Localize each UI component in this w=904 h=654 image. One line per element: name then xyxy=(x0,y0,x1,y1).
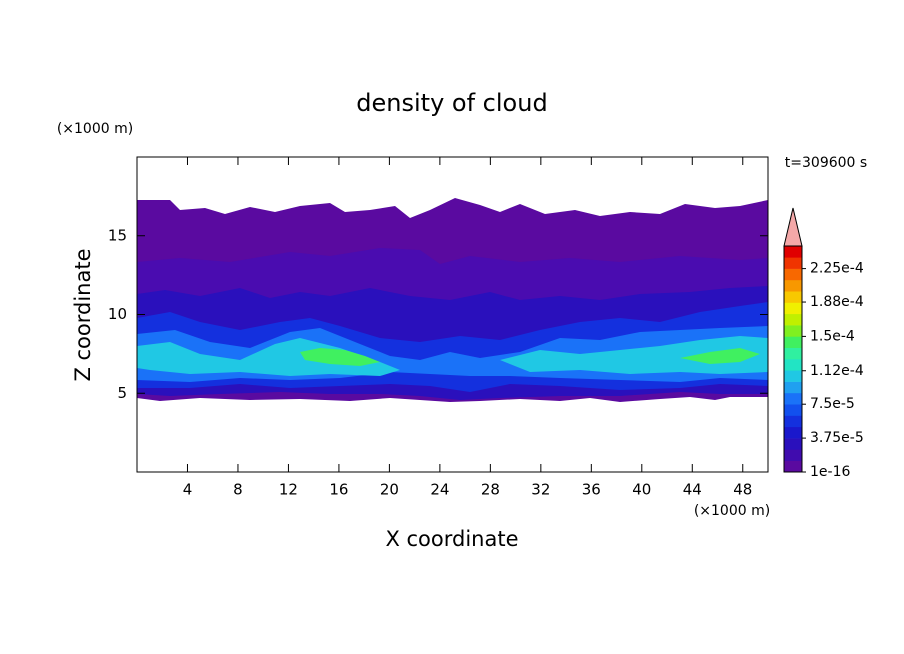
field-region xyxy=(137,248,768,305)
colorbar-tick-label: 1.88e-4 xyxy=(810,294,864,310)
colorbar-frame xyxy=(783,245,803,473)
colorbar-tick-label: 2.25e-4 xyxy=(810,261,864,277)
x-tick-label: 16 xyxy=(329,481,348,499)
colorbar-band xyxy=(784,415,802,428)
colorbar-band xyxy=(784,460,802,473)
colorbar-band xyxy=(784,426,802,439)
x-axis-label: X coordinate xyxy=(385,527,518,551)
colorbar-band xyxy=(784,381,802,394)
x-tick-label: 28 xyxy=(481,481,500,499)
colorbar-tick-label: 7.5e-5 xyxy=(810,396,855,412)
x-unit: (×1000 m) xyxy=(694,503,770,519)
x-tick-label: 24 xyxy=(430,481,449,499)
contour-field xyxy=(137,198,768,402)
chart-title: density of cloud xyxy=(356,89,547,117)
field-region xyxy=(137,336,768,376)
colorbar-band xyxy=(784,438,802,450)
colorbar-band xyxy=(784,302,802,315)
annotation: t=309600 s xyxy=(785,155,867,171)
colorbar-band xyxy=(784,449,802,461)
y-tick-label: 15 xyxy=(108,226,127,244)
colorbar-band xyxy=(784,246,802,258)
field-region xyxy=(300,348,760,366)
colorbar-band xyxy=(784,268,802,281)
x-tick-label: 20 xyxy=(380,481,399,499)
colorbar-band xyxy=(784,359,802,371)
colorbar-band xyxy=(784,404,802,416)
x-tick-label: 4 xyxy=(183,481,193,499)
x-tick-label: 44 xyxy=(683,481,702,499)
colorbar-tick-label: 1.5e-4 xyxy=(810,328,855,344)
x-tick-label: 40 xyxy=(632,481,651,499)
colorbar-band xyxy=(784,257,802,269)
colorbar-band xyxy=(784,279,802,292)
colorbar-tick-label: 1.12e-4 xyxy=(810,363,864,379)
x-tick-label: 48 xyxy=(733,481,752,499)
colorbar-band xyxy=(784,291,802,303)
colorbar-band xyxy=(784,370,802,382)
colorbar-extension xyxy=(783,207,803,247)
y-unit: (×1000 m) xyxy=(57,121,133,137)
colorbar-band xyxy=(784,313,802,326)
colorbar-band xyxy=(784,325,802,337)
colorbar-band xyxy=(784,336,802,348)
colorbar-tick-label: 1e-16 xyxy=(810,464,850,480)
y-tick-label: 10 xyxy=(108,305,127,323)
y-axis-label: Z coordinate xyxy=(71,248,95,381)
colorbar-band xyxy=(784,347,802,360)
x-tick-label: 12 xyxy=(279,481,298,499)
colorbar-band xyxy=(784,392,802,405)
y-tick-label: 5 xyxy=(117,384,127,402)
x-tick-label: 32 xyxy=(531,481,550,499)
x-tick-label: 36 xyxy=(582,481,601,499)
colorbar-tick-label: 3.75e-5 xyxy=(810,430,864,446)
x-tick-label: 8 xyxy=(233,481,243,499)
